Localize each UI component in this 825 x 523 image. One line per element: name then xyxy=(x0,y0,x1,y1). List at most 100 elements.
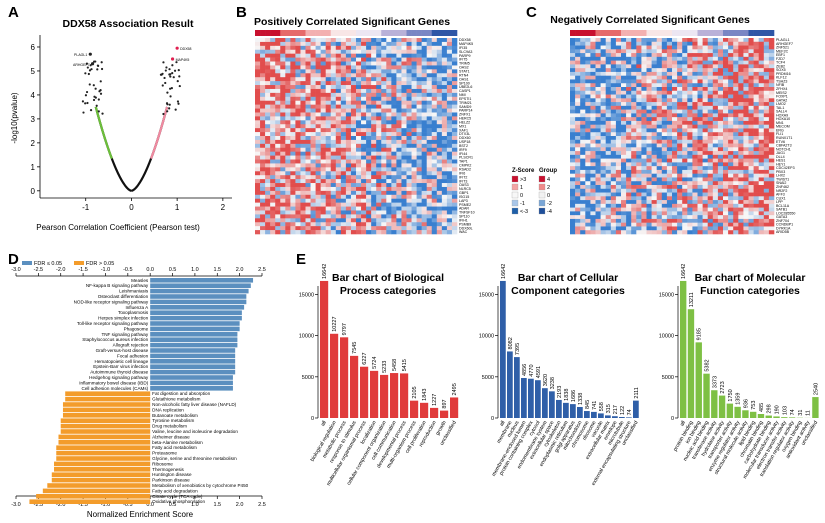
heatmap-cell xyxy=(300,190,306,196)
heatmap-cell xyxy=(396,159,402,164)
heatmap-cell xyxy=(610,45,617,50)
heatmap-cell xyxy=(723,45,729,50)
heatmap-cell xyxy=(366,49,372,54)
heatmap-cell xyxy=(702,79,708,84)
volcano-point xyxy=(166,103,169,106)
heatmap-cell xyxy=(728,166,734,171)
heatmap-cell xyxy=(743,215,749,220)
heatmap-cell xyxy=(570,79,576,84)
heatmap-cell xyxy=(270,214,276,219)
heatmap-cell xyxy=(763,90,770,95)
zscore-swatch xyxy=(511,207,519,215)
heatmap-cell xyxy=(585,218,591,223)
enrichment-bar-positive xyxy=(150,283,251,288)
heatmap-cell xyxy=(350,206,357,211)
heatmap-cell xyxy=(376,85,382,90)
enrichment-tick-label: 2.5 xyxy=(258,267,266,273)
heatmap-cell xyxy=(356,120,362,125)
heatmap-gene-label: NOTCH1 xyxy=(776,147,791,151)
heatmap-cell xyxy=(386,41,392,47)
heatmap-cell xyxy=(285,171,291,176)
heatmap-cell xyxy=(580,83,586,88)
heatmap-cell xyxy=(406,53,412,58)
heatmap-cell xyxy=(371,116,377,121)
heatmap-cell xyxy=(431,132,438,137)
heatmap-cell xyxy=(687,226,693,231)
heatmap-group-cell xyxy=(285,30,291,36)
heatmap-cell xyxy=(325,179,332,184)
heatmap-cell xyxy=(391,206,397,211)
heatmap-cell xyxy=(743,102,749,107)
go-bar-value: 103 xyxy=(782,406,788,415)
heatmap-cell xyxy=(641,139,647,144)
heatmap-cell xyxy=(386,61,392,66)
heatmap-cell xyxy=(748,102,754,107)
heatmap-cell xyxy=(421,128,427,133)
heatmap-cell xyxy=(723,166,729,171)
heatmap-cell xyxy=(310,163,316,168)
heatmap-cell xyxy=(376,171,382,176)
heatmap-cell xyxy=(335,139,342,145)
heatmap-cell xyxy=(356,214,362,219)
heatmap-cell xyxy=(421,85,427,90)
heatmap-gene-label: MEIS2 xyxy=(776,91,787,95)
heatmap-cell xyxy=(356,179,362,184)
heatmap-cell xyxy=(733,113,739,118)
heatmap-cell xyxy=(682,41,688,46)
heatmap-cell xyxy=(702,38,708,43)
heatmap-gene-label: IFIT3 xyxy=(459,179,467,183)
heatmap-cell xyxy=(585,41,591,46)
heatmap-cell xyxy=(371,120,377,125)
heatmap-cell xyxy=(631,64,637,69)
heatmap-cell xyxy=(441,108,448,113)
heatmap-gene-label: TRIM5 xyxy=(459,62,470,66)
go-y-tick-label: 15000 xyxy=(659,292,674,298)
heatmap-cell xyxy=(692,41,698,46)
heatmap-cell xyxy=(615,102,622,107)
heatmap-cell xyxy=(260,179,266,184)
heatmap-cell xyxy=(416,202,422,207)
heatmap-cell xyxy=(320,230,326,235)
heatmap-cell xyxy=(366,210,372,215)
heatmap-cell xyxy=(712,151,719,156)
heatmap-cell xyxy=(401,88,407,94)
heatmap-cell xyxy=(672,120,678,125)
heatmap-cell xyxy=(692,102,698,107)
volcano-point xyxy=(169,75,172,78)
heatmap-cell xyxy=(305,214,311,219)
heatmap-group-cell xyxy=(295,30,301,36)
volcano-point xyxy=(177,69,180,72)
heatmap-cell xyxy=(600,215,606,220)
heatmap-cell xyxy=(325,147,332,152)
heatmap-cell xyxy=(401,175,407,180)
heatmap-cell xyxy=(300,41,306,47)
heatmap-cell xyxy=(763,53,770,58)
heatmap-cell xyxy=(290,45,296,51)
heatmap-cell xyxy=(446,179,453,184)
heatmap-cell xyxy=(743,188,749,193)
heatmap-cell xyxy=(758,207,765,212)
heatmap-cell xyxy=(590,218,596,223)
heatmap-cell xyxy=(656,64,663,69)
heatmap-cell xyxy=(651,169,657,174)
heatmap-cell xyxy=(421,167,427,172)
heatmap-cell xyxy=(631,226,637,231)
heatmap-cell xyxy=(290,179,296,184)
heatmap-cell xyxy=(697,79,703,84)
heatmap-cell xyxy=(570,53,576,58)
heatmap-cell xyxy=(631,143,637,148)
heatmap-cell xyxy=(712,102,719,107)
heatmap-cell xyxy=(661,105,668,110)
heatmap-cell xyxy=(753,75,759,80)
heatmap-cell xyxy=(406,77,412,82)
heatmap-cell xyxy=(290,143,296,149)
heatmap-cell xyxy=(285,210,291,215)
heatmap-cell xyxy=(656,132,663,137)
heatmap-cell xyxy=(580,158,586,163)
heatmap-cell xyxy=(712,128,719,133)
heatmap-cell xyxy=(610,230,617,235)
heatmap-cell xyxy=(416,159,422,164)
heatmap-cell xyxy=(406,147,412,152)
heatmap-cell xyxy=(656,207,663,212)
heatmap-cell xyxy=(350,171,357,176)
